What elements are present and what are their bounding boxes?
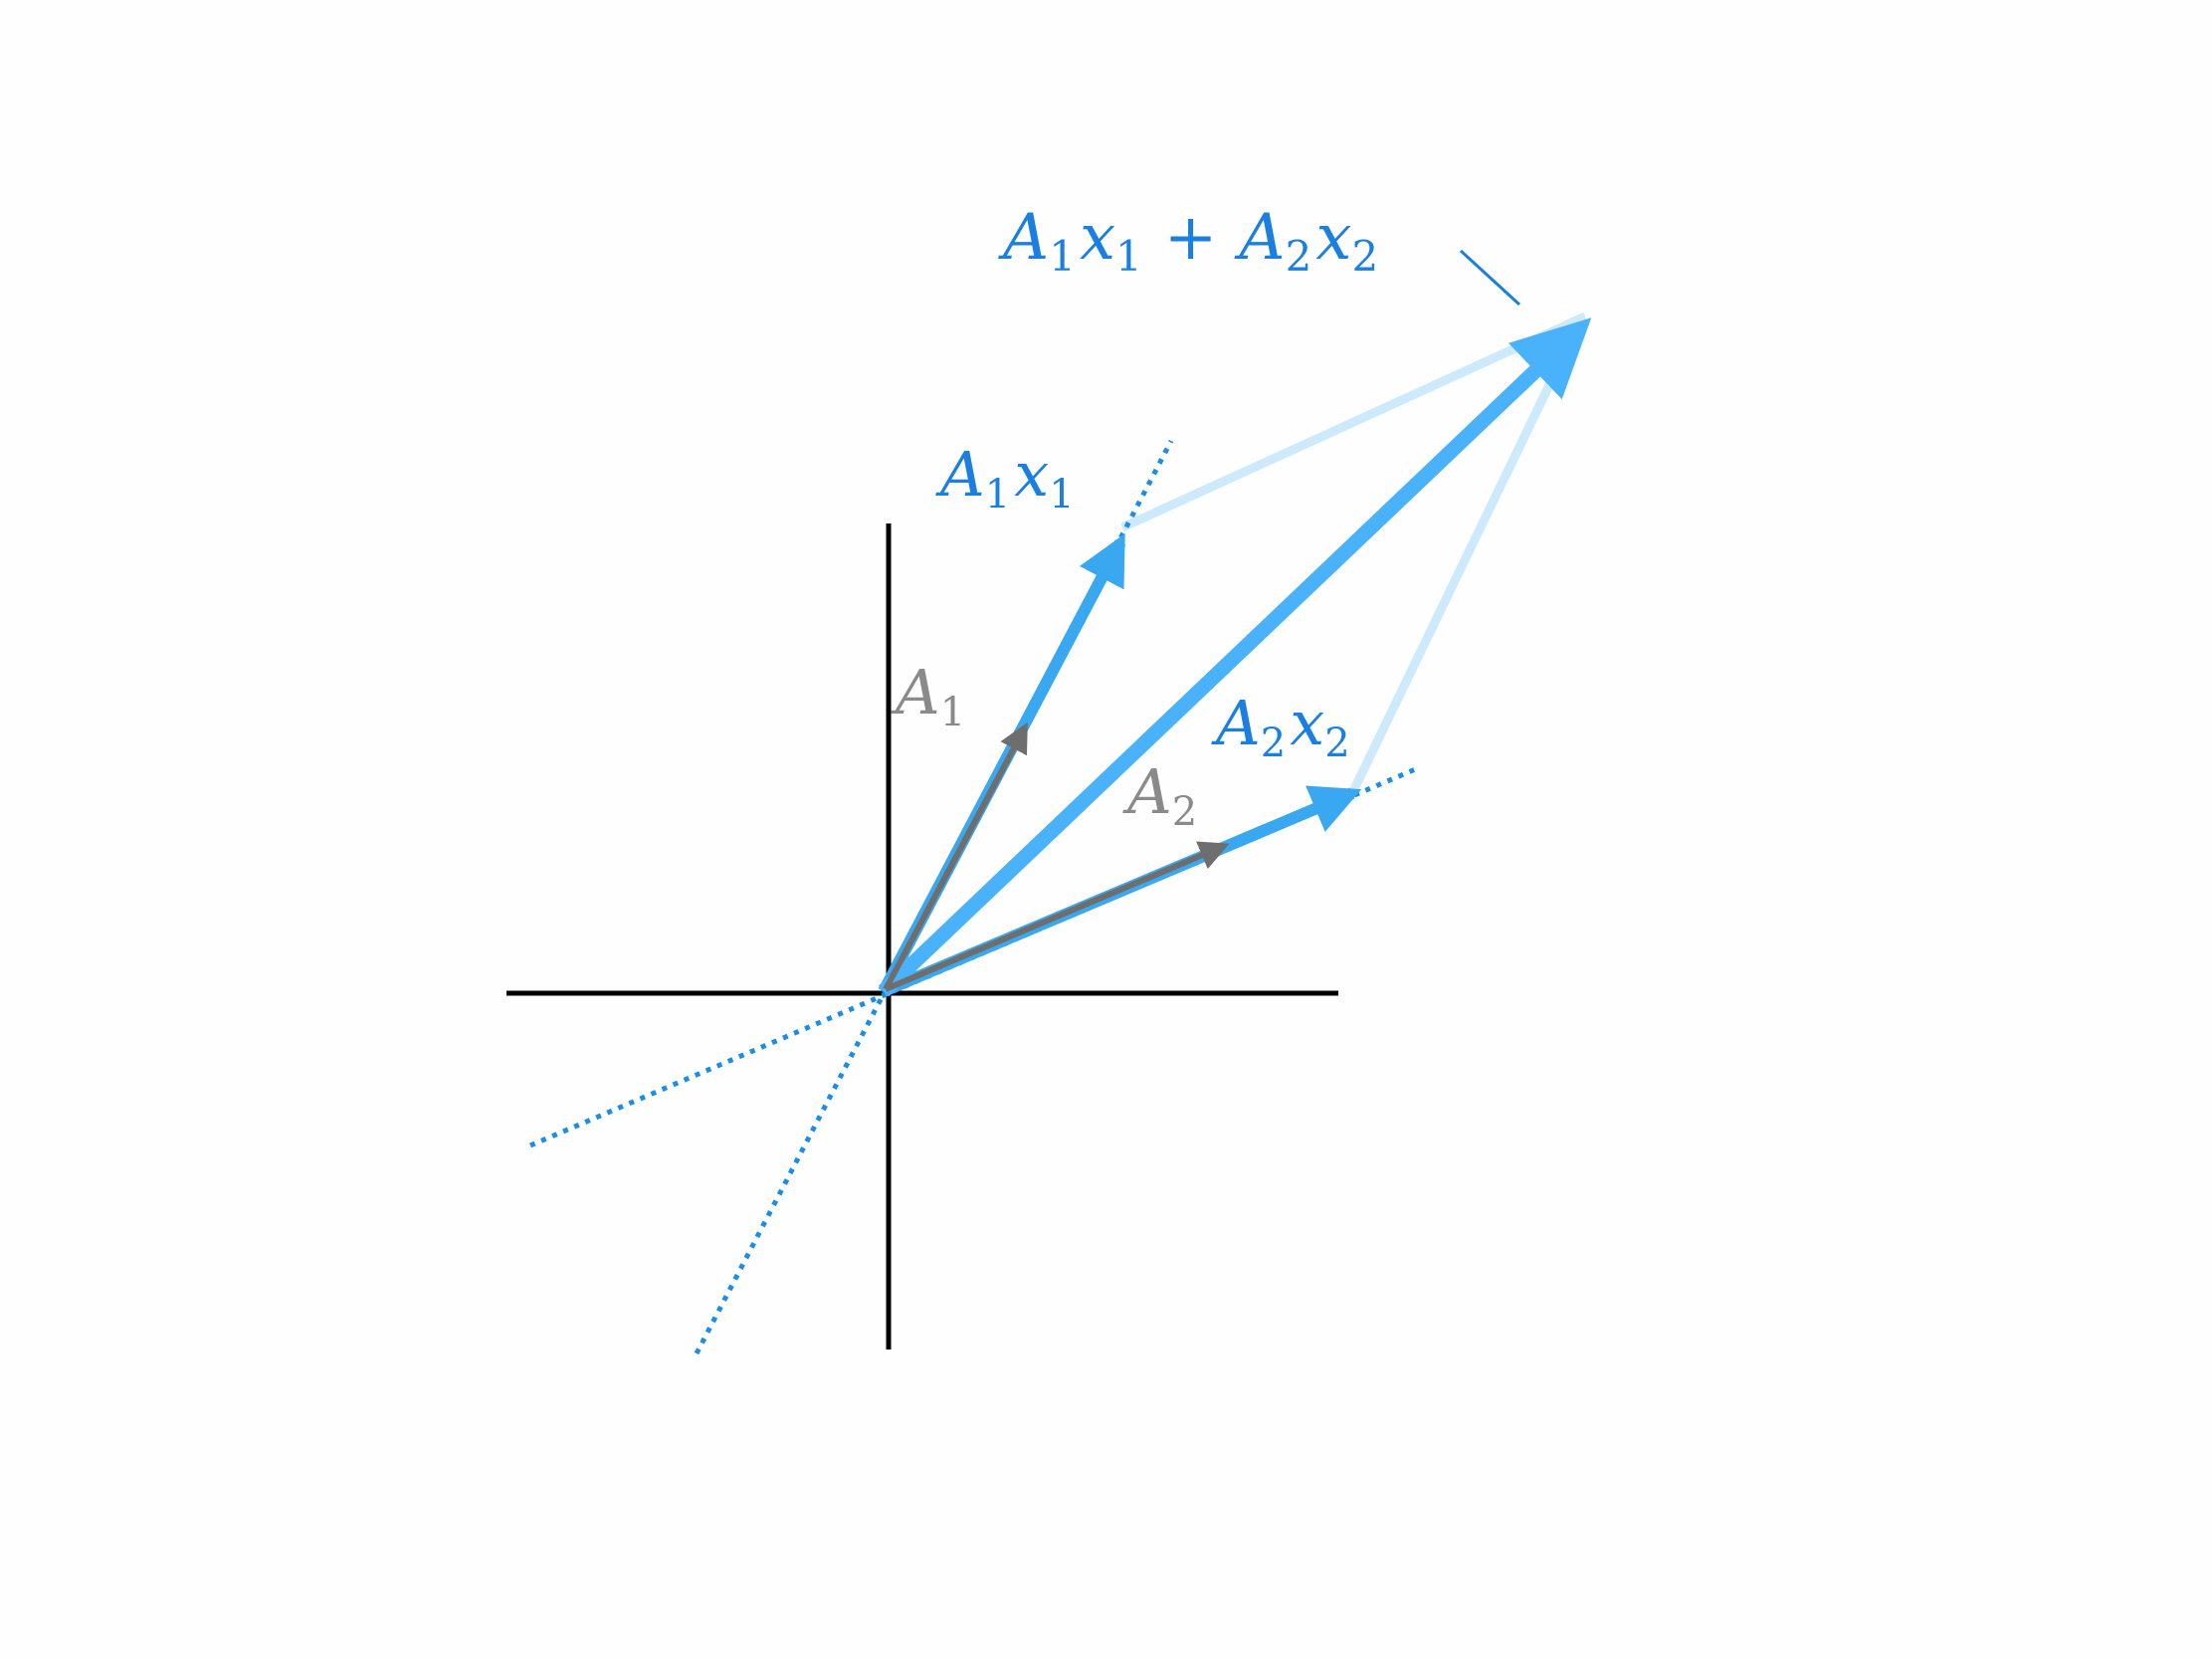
label-sum-x1-sub: 1 bbox=[1115, 232, 1142, 281]
vector-sum bbox=[878, 317, 1592, 997]
label-a2x2-x-sub: 2 bbox=[1324, 721, 1349, 766]
vector-a1 bbox=[883, 722, 1028, 991]
parallelogram-edge-top bbox=[1120, 311, 1587, 532]
label-sum-x1: x bbox=[1080, 201, 1115, 275]
sum-label-leader bbox=[1459, 249, 1521, 307]
label-a1x1-x-sub: 1 bbox=[1049, 472, 1074, 518]
label-sum-a1: A bbox=[998, 201, 1049, 275]
label-sum-a1-sub: 1 bbox=[1049, 232, 1076, 281]
vector-a2 bbox=[884, 841, 1230, 992]
label-sum-plus: + bbox=[1164, 201, 1218, 275]
parallelogram-edge-right bbox=[1348, 356, 1567, 793]
label-a2x2-a-sub: 2 bbox=[1261, 721, 1286, 766]
label-a1: A1 bbox=[891, 656, 965, 735]
label-a2: A2 bbox=[1122, 755, 1197, 835]
label-sum-x2: x bbox=[1315, 201, 1351, 275]
label-a1x1-a-sub: 1 bbox=[985, 472, 1010, 518]
label-a2x2-a: A bbox=[1211, 687, 1261, 759]
label-sum-a2: A bbox=[1234, 201, 1285, 275]
label-a1x1: A1x1 bbox=[935, 438, 1075, 518]
label-a1x1-a: A bbox=[935, 438, 985, 511]
label-sum: A1x1 + A2x2 bbox=[998, 201, 1378, 281]
label-sum-x2-sub: 2 bbox=[1351, 232, 1378, 281]
label-a1-a: A bbox=[891, 656, 940, 728]
label-a2x2-x: x bbox=[1290, 687, 1324, 759]
label-a1x1-x: x bbox=[1014, 438, 1049, 511]
label-sum-a2-sub: 2 bbox=[1286, 232, 1312, 281]
label-a2x2: A2x2 bbox=[1211, 687, 1350, 766]
label-a1-sub: 1 bbox=[940, 690, 965, 735]
label-a2-a: A bbox=[1122, 755, 1172, 828]
label-a2-sub: 2 bbox=[1172, 789, 1197, 835]
